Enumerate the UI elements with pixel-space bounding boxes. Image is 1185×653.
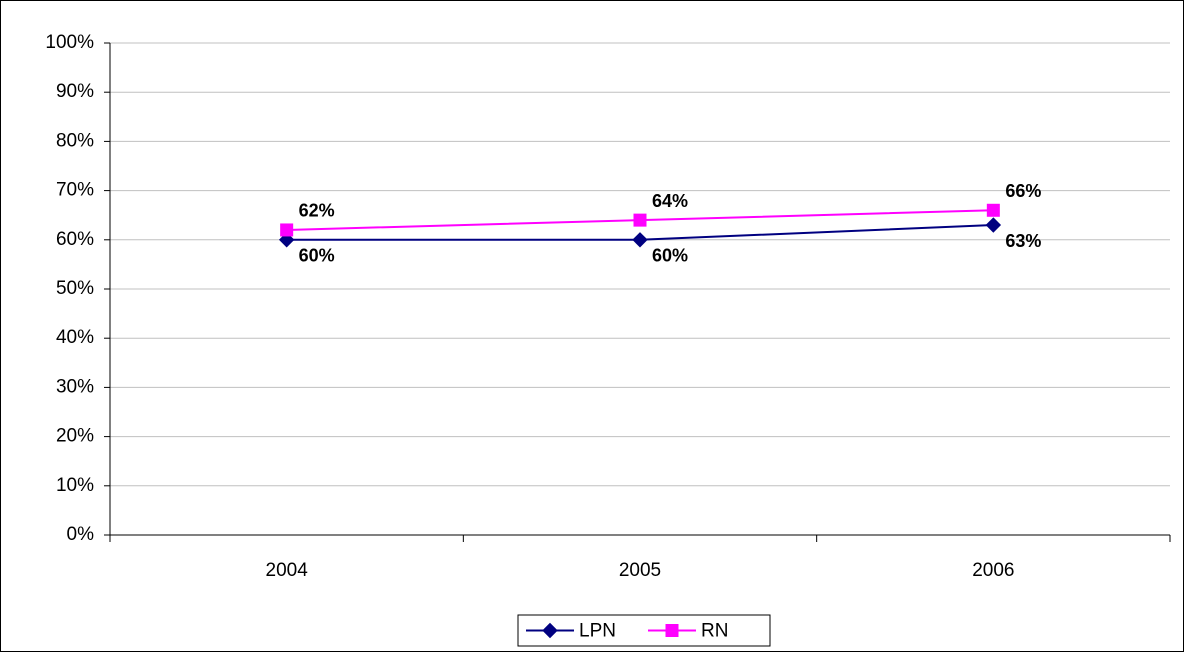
value-label: 64% (652, 191, 688, 211)
marker (633, 213, 647, 227)
marker (986, 203, 1000, 217)
marker (985, 217, 1002, 233)
y-tick-label: 90% (56, 81, 94, 102)
legend-marker (665, 624, 679, 637)
x-tick-label: 2006 (972, 560, 1014, 581)
legend-label: LPN (579, 621, 616, 642)
value-label: 60% (299, 246, 335, 266)
y-tick-label: 70% (56, 180, 94, 201)
y-tick-label: 0% (67, 524, 95, 545)
x-tick-label: 2004 (266, 560, 309, 581)
value-label: 60% (652, 246, 688, 266)
value-label: 62% (299, 201, 335, 221)
y-tick-label: 20% (56, 426, 94, 447)
legend-marker (542, 622, 558, 639)
y-tick-label: 80% (56, 130, 94, 151)
value-label: 63% (1005, 231, 1041, 251)
y-tick-label: 10% (56, 475, 94, 496)
marker (280, 223, 294, 237)
marker (632, 232, 648, 248)
y-tick-label: 50% (56, 278, 94, 299)
y-tick-label: 100% (45, 32, 94, 53)
y-tick-label: 40% (56, 327, 94, 348)
value-label: 66% (1005, 181, 1041, 201)
y-tick-label: 60% (56, 229, 94, 250)
x-tick-label: 2005 (619, 560, 661, 581)
legend-label: RN (701, 621, 728, 642)
y-tick-label: 30% (56, 376, 94, 397)
